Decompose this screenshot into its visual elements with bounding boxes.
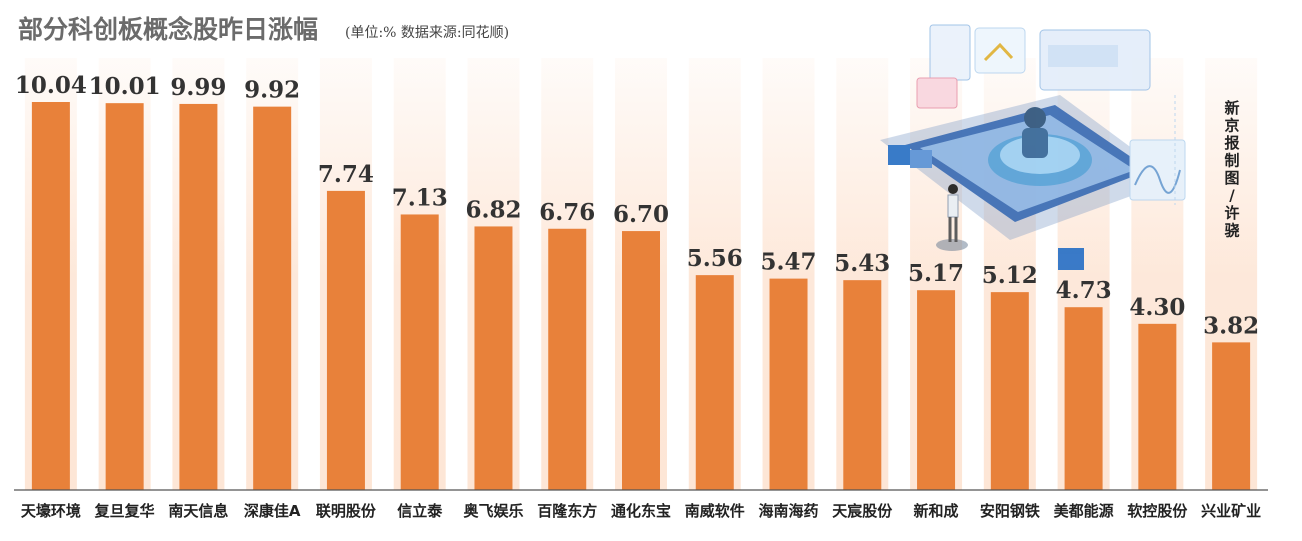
value-label: 6.82 bbox=[465, 196, 521, 223]
category-label: 安阳钢铁 bbox=[980, 502, 1040, 520]
category-label: 通化东宝 bbox=[611, 502, 671, 520]
bar bbox=[474, 226, 513, 491]
ai-illustration bbox=[880, 24, 1186, 270]
category-label: 天宸股份 bbox=[832, 502, 893, 520]
credit-label: 新京报制图/许骁 bbox=[1224, 99, 1239, 240]
bar bbox=[400, 214, 439, 490]
category-label: 南威软件 bbox=[685, 502, 745, 520]
bar bbox=[1138, 323, 1177, 490]
value-labels: 10.04 10.01 9.99 9.92 7.74 7.13 6.82 6.76 6.70 5.… bbox=[15, 72, 1259, 339]
bar bbox=[769, 278, 808, 490]
bar bbox=[31, 102, 70, 490]
value-label: 5.43 bbox=[834, 250, 890, 277]
bar bbox=[917, 290, 956, 490]
category-label: 联明股份 bbox=[316, 502, 377, 520]
value-label: 5.12 bbox=[982, 262, 1038, 289]
value-label: 9.99 bbox=[170, 74, 226, 101]
value-label: 10.01 bbox=[89, 73, 161, 100]
bar bbox=[990, 292, 1029, 490]
value-label: 6.70 bbox=[613, 201, 669, 228]
value-label: 5.56 bbox=[687, 245, 743, 272]
bar bbox=[105, 103, 144, 490]
value-label: 5.47 bbox=[761, 249, 817, 276]
category-label: 海南海药 bbox=[759, 502, 819, 520]
category-label: 深康佳A bbox=[244, 502, 301, 520]
category-label: 复旦复华 bbox=[94, 502, 155, 520]
chart-subtitle: (单位:% 数据来源:同花顺) bbox=[345, 25, 509, 41]
bar bbox=[1064, 307, 1103, 490]
value-label: 6.76 bbox=[539, 199, 595, 226]
bar bbox=[548, 228, 587, 491]
bar bbox=[1212, 342, 1251, 490]
value-label: 4.73 bbox=[1056, 277, 1112, 304]
bar bbox=[253, 106, 292, 490]
category-label: 软控股份 bbox=[1127, 502, 1188, 520]
value-label: 4.30 bbox=[1129, 294, 1185, 321]
category-label: 信立泰 bbox=[397, 502, 443, 520]
chart-title: 部分科创板概念股昨日涨幅 bbox=[18, 15, 318, 44]
value-label: 5.17 bbox=[908, 260, 964, 287]
bar bbox=[326, 190, 365, 490]
value-label: 9.92 bbox=[244, 77, 300, 104]
value-label: 7.13 bbox=[392, 184, 448, 211]
bar bbox=[179, 103, 218, 490]
bar bbox=[695, 275, 734, 490]
category-label: 南天信息 bbox=[168, 502, 228, 520]
value-label: 7.74 bbox=[318, 161, 374, 188]
bar bbox=[843, 280, 882, 490]
category-label: 天壕环境 bbox=[21, 502, 81, 520]
value-label: 10.04 bbox=[15, 72, 87, 99]
category-label: 兴业矿业 bbox=[1201, 502, 1261, 520]
category-label: 新和成 bbox=[914, 502, 959, 520]
bars bbox=[31, 102, 1251, 491]
category-label: 奥飞娱乐 bbox=[463, 502, 523, 520]
category-label: 百隆东方 bbox=[537, 502, 597, 520]
value-label: 3.82 bbox=[1203, 312, 1259, 339]
bar bbox=[622, 231, 660, 491]
category-label: 美都能源 bbox=[1054, 502, 1114, 520]
category-labels: 天壕环境 复旦复华 南天信息 深康佳A 联明股份 信立泰 奥飞娱乐 百隆东方 通化东宝 南威软件海… bbox=[21, 502, 1261, 520]
